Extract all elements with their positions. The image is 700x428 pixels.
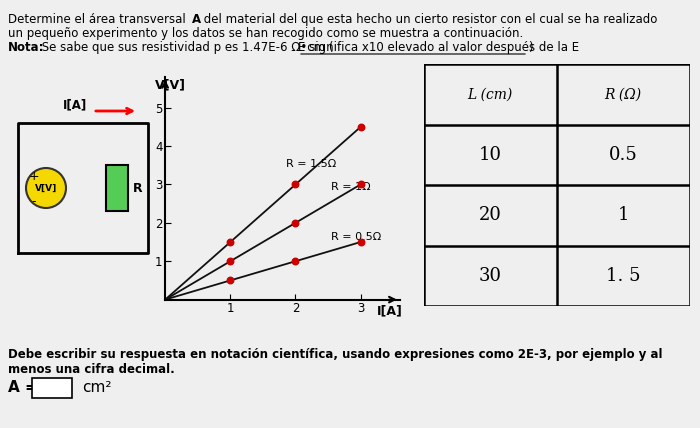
Text: +: +	[29, 169, 39, 182]
Text: L (cm): L (cm)	[468, 87, 512, 101]
Text: ): )	[528, 41, 533, 54]
Text: 20: 20	[479, 206, 501, 224]
Text: -: -	[32, 196, 36, 208]
Text: del material del que esta hecho un cierto resistor con el cual se ha realizado: del material del que esta hecho un ciert…	[200, 13, 657, 26]
Text: Se sabe que sus resistividad p es 1.47E-6 Ω•cm (: Se sabe que sus resistividad p es 1.47E-…	[38, 41, 333, 54]
Point	[355, 181, 366, 188]
Text: R = 1.5Ω: R = 1.5Ω	[286, 159, 336, 169]
FancyBboxPatch shape	[106, 165, 128, 211]
Text: 10: 10	[479, 146, 501, 164]
Text: un pequeño experimento y los datos se han recogido como se muestra a continuació: un pequeño experimento y los datos se ha…	[8, 27, 524, 40]
Text: Determine el área transversal: Determine el área transversal	[8, 13, 190, 26]
Point	[225, 239, 236, 246]
Text: R (Ω): R (Ω)	[604, 87, 642, 101]
Text: cm²: cm²	[82, 380, 111, 395]
Text: A: A	[192, 13, 201, 26]
FancyBboxPatch shape	[32, 378, 72, 398]
Text: A =: A =	[8, 380, 43, 395]
Text: 30: 30	[479, 267, 501, 285]
Text: 1: 1	[617, 206, 629, 224]
Text: E significa x10 elevado al valor después de la E: E significa x10 elevado al valor después…	[298, 41, 579, 54]
Text: V[V]: V[V]	[35, 184, 57, 193]
Text: Nota:: Nota:	[8, 41, 45, 54]
Circle shape	[26, 168, 66, 208]
Text: R = 1Ω: R = 1Ω	[331, 182, 371, 192]
Text: 0.5: 0.5	[608, 146, 638, 164]
Point	[290, 220, 301, 226]
Text: I[A]: I[A]	[377, 305, 403, 318]
Text: R = 0.5Ω: R = 0.5Ω	[331, 232, 382, 242]
Text: V[V]: V[V]	[155, 78, 186, 91]
Text: I[A]: I[A]	[63, 98, 88, 112]
Point	[290, 258, 301, 265]
Text: Debe escribir su respuesta en notación científica, usando expresiones como 2E-3,: Debe escribir su respuesta en notación c…	[8, 348, 662, 361]
Text: 1. 5: 1. 5	[606, 267, 640, 285]
Point	[225, 277, 236, 284]
Text: menos una cifra decimal.: menos una cifra decimal.	[8, 363, 175, 376]
Point	[355, 239, 366, 246]
Point	[290, 181, 301, 188]
Point	[225, 258, 236, 265]
Text: R: R	[133, 181, 143, 194]
Point	[355, 124, 366, 131]
